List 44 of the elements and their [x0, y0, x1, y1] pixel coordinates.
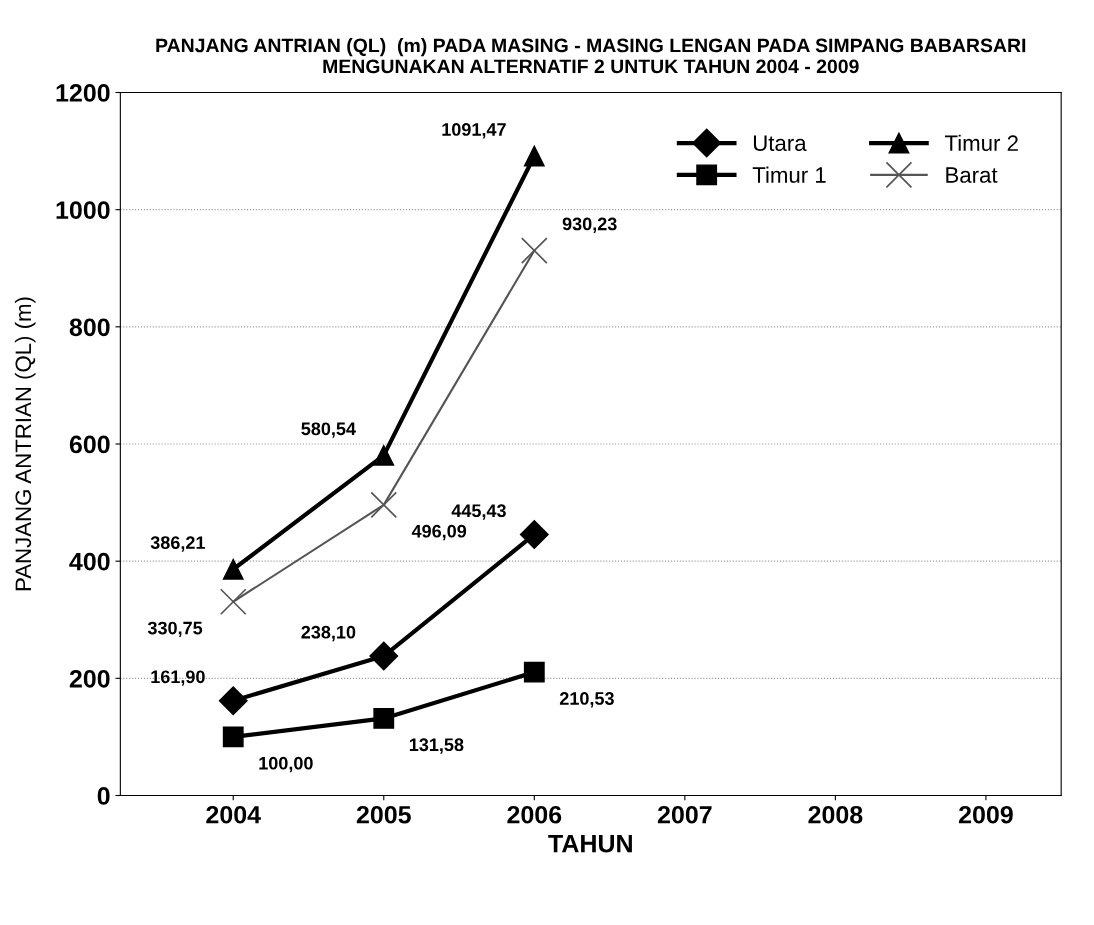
point: [222, 726, 244, 748]
y-tick-label: 200: [69, 669, 110, 688]
legend-label: Utara: [753, 135, 807, 152]
x-tick-label: 2007: [657, 805, 712, 824]
x-axis-title: TAHUN: [548, 835, 632, 853]
point: [222, 558, 244, 580]
data-label: 100,00: [259, 756, 313, 773]
y-tick-label: 0: [97, 787, 110, 805]
point: [519, 520, 549, 549]
data-label: 131,58: [409, 738, 464, 754]
y-tick-label: 400: [69, 552, 110, 571]
y-tick-label: 1200: [56, 84, 110, 102]
y-axis-title: PANJANG ANTRIAN (QL) (m): [14, 297, 36, 591]
legend-label: Timur 2: [944, 134, 1018, 152]
data-label: 386,21: [150, 536, 205, 552]
y-tick-label: 600: [69, 435, 110, 454]
data-label: 930,23: [562, 217, 617, 233]
x-tick-label: 2006: [507, 805, 562, 824]
point: [523, 145, 545, 167]
data-label: 445,43: [451, 504, 506, 520]
data-label: 238,10: [301, 625, 356, 642]
data-label: 496,09: [411, 524, 467, 541]
legend-label: Timur 1: [752, 166, 826, 183]
data-label: 330,75: [147, 621, 203, 638]
x-tick-label: 2004: [206, 805, 261, 824]
point: [369, 641, 399, 671]
point: [520, 237, 548, 264]
y-tick-label: 800: [69, 318, 110, 337]
data-label: 161,90: [151, 670, 205, 686]
point: [370, 491, 398, 519]
legend-label: Barat: [946, 167, 998, 183]
data-label: 1091,47: [442, 123, 506, 139]
point: [219, 588, 247, 616]
y-tick-label: 1000: [56, 201, 110, 219]
x-tick-label: 2008: [808, 805, 863, 824]
chart-title: PANJANG ANTRIAN (QL) (m) PADA MASING - MASING LENGAN PADA SIMPANG BABARSARI MENGUNAKAN ALTERNATIF 2 UNTUK TAHUN 2004 - 2009: [156, 38, 1026, 74]
point: [373, 444, 395, 466]
data-label: 210,53: [559, 692, 614, 708]
x-tick-label: 2009: [958, 805, 1013, 824]
point: [218, 686, 248, 716]
data-label: 580,54: [301, 422, 356, 438]
point: [523, 661, 545, 683]
x-tick-label: 2005: [356, 805, 411, 824]
point: [373, 707, 395, 729]
